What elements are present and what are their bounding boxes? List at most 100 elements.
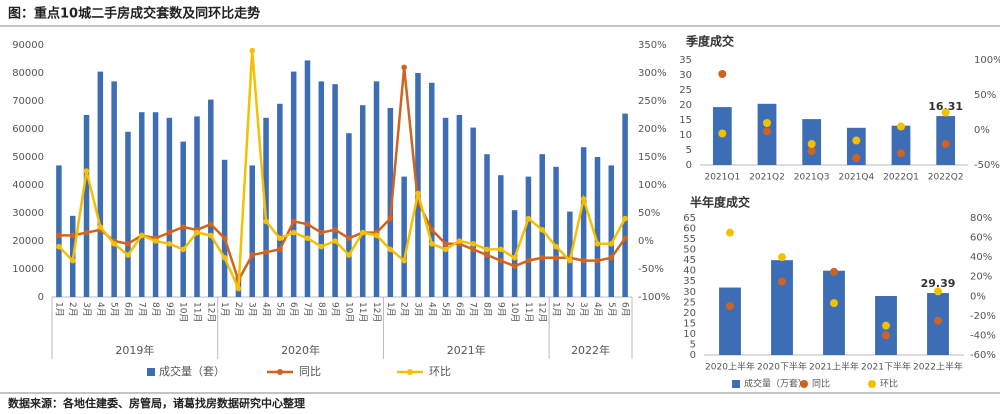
- x-tick-label: 2月: [564, 302, 575, 317]
- bar: [511, 210, 518, 297]
- bar: [194, 116, 200, 298]
- point: [249, 252, 256, 258]
- x-tick-label: 4月: [261, 302, 272, 317]
- point: [111, 241, 117, 247]
- y-tick-label: 40000: [12, 180, 44, 191]
- bar: [567, 211, 573, 297]
- bar: [442, 117, 449, 297]
- bar: [608, 165, 615, 297]
- y2-tick-label: 200%: [638, 124, 667, 135]
- y-tick-label: 25: [683, 297, 696, 308]
- point: [539, 254, 546, 261]
- y-tick-label: 15: [679, 115, 692, 126]
- x-tick-label: 9月: [495, 302, 506, 317]
- y2-tick-label: 50%: [638, 208, 660, 219]
- point: [807, 147, 816, 155]
- legend-swatch: [800, 380, 808, 388]
- point: [511, 254, 518, 261]
- x-tick-label: 2022上半年: [913, 361, 963, 373]
- point: [511, 263, 518, 270]
- value-label: 29.39: [921, 277, 956, 290]
- chart-title: 季度成交: [685, 34, 734, 49]
- y2-tick-label: -20%: [970, 311, 996, 322]
- point: [318, 229, 325, 236]
- point: [428, 227, 435, 233]
- y-tick-label: 60000: [12, 124, 44, 135]
- point: [807, 140, 816, 148]
- point: [277, 246, 283, 253]
- bar: [97, 71, 104, 297]
- point: [152, 238, 159, 244]
- point: [934, 287, 942, 296]
- point: [304, 221, 311, 227]
- point: [359, 229, 366, 236]
- y2-tick-label: -40%: [970, 330, 996, 341]
- point: [470, 241, 476, 247]
- y2-tick-label: -60%: [970, 350, 996, 361]
- x-tick-label: 2月: [399, 302, 410, 317]
- bar: [387, 108, 394, 297]
- y-tick-label: 25: [679, 85, 692, 96]
- point: [539, 227, 546, 233]
- bar: [823, 270, 845, 355]
- point: [208, 232, 214, 239]
- bar: [221, 159, 228, 297]
- y-tick-label: 45: [683, 255, 696, 266]
- point: [470, 246, 476, 253]
- y2-tick-label: 20%: [970, 272, 992, 283]
- point: [525, 215, 532, 222]
- bar: [594, 157, 601, 297]
- group-label: 2019年: [115, 343, 154, 357]
- legend-swatch: [147, 368, 155, 376]
- legend-label: 同比: [299, 365, 321, 378]
- bar: [83, 115, 90, 297]
- point: [249, 47, 256, 54]
- source-note: 数据来源：各地住建委、房管局，诸葛找房数据研究中心整理: [8, 396, 305, 410]
- point: [318, 243, 325, 250]
- point: [125, 252, 131, 258]
- y2-tick-label: 350%: [638, 40, 667, 51]
- group-label: 2022年: [571, 343, 610, 357]
- bar: [304, 60, 311, 298]
- bar: [139, 112, 145, 297]
- point: [56, 243, 62, 250]
- bar: [152, 112, 159, 297]
- point: [235, 285, 242, 292]
- y2-tick-label: 50%: [974, 90, 996, 101]
- x-tick-label: 6月: [122, 302, 133, 317]
- point: [726, 302, 734, 311]
- point: [83, 168, 90, 174]
- point: [125, 241, 131, 247]
- point: [346, 252, 352, 258]
- y2-tick-label: -100%: [638, 292, 670, 303]
- x-tick-label: 2021下半年: [861, 361, 911, 373]
- y-tick-label: 65: [683, 213, 696, 224]
- bar: [290, 71, 297, 297]
- y2-tick-label: -50%: [638, 264, 664, 275]
- y-tick-label: 30: [679, 70, 692, 81]
- point: [622, 215, 628, 222]
- y-tick-label: 20: [683, 308, 696, 319]
- x-tick-label: 5月: [274, 302, 285, 317]
- x-tick-label: 8月: [482, 302, 493, 317]
- point: [718, 70, 727, 78]
- bar: [277, 103, 283, 297]
- legend-label: 成交量（万套）: [744, 378, 807, 390]
- x-tick-label: 2月: [233, 302, 244, 317]
- bar: [332, 84, 338, 297]
- chart-title: 半年度成交: [690, 195, 750, 210]
- y-tick-label: 5: [690, 339, 696, 350]
- y-tick-label: 15: [683, 318, 696, 329]
- x-tick-label: 3月: [81, 302, 92, 317]
- point: [346, 235, 352, 241]
- x-tick-label: 2021上半年: [809, 361, 859, 373]
- point: [194, 229, 200, 236]
- bar: [429, 82, 435, 297]
- x-tick-label: 5月: [440, 302, 451, 317]
- legend-label: 环比: [880, 378, 898, 390]
- y2-tick-label: 250%: [638, 96, 667, 107]
- y-tick-label: 50000: [12, 152, 44, 163]
- bar: [470, 127, 476, 297]
- x-tick-label: 3月: [412, 302, 423, 317]
- bar: [622, 113, 628, 297]
